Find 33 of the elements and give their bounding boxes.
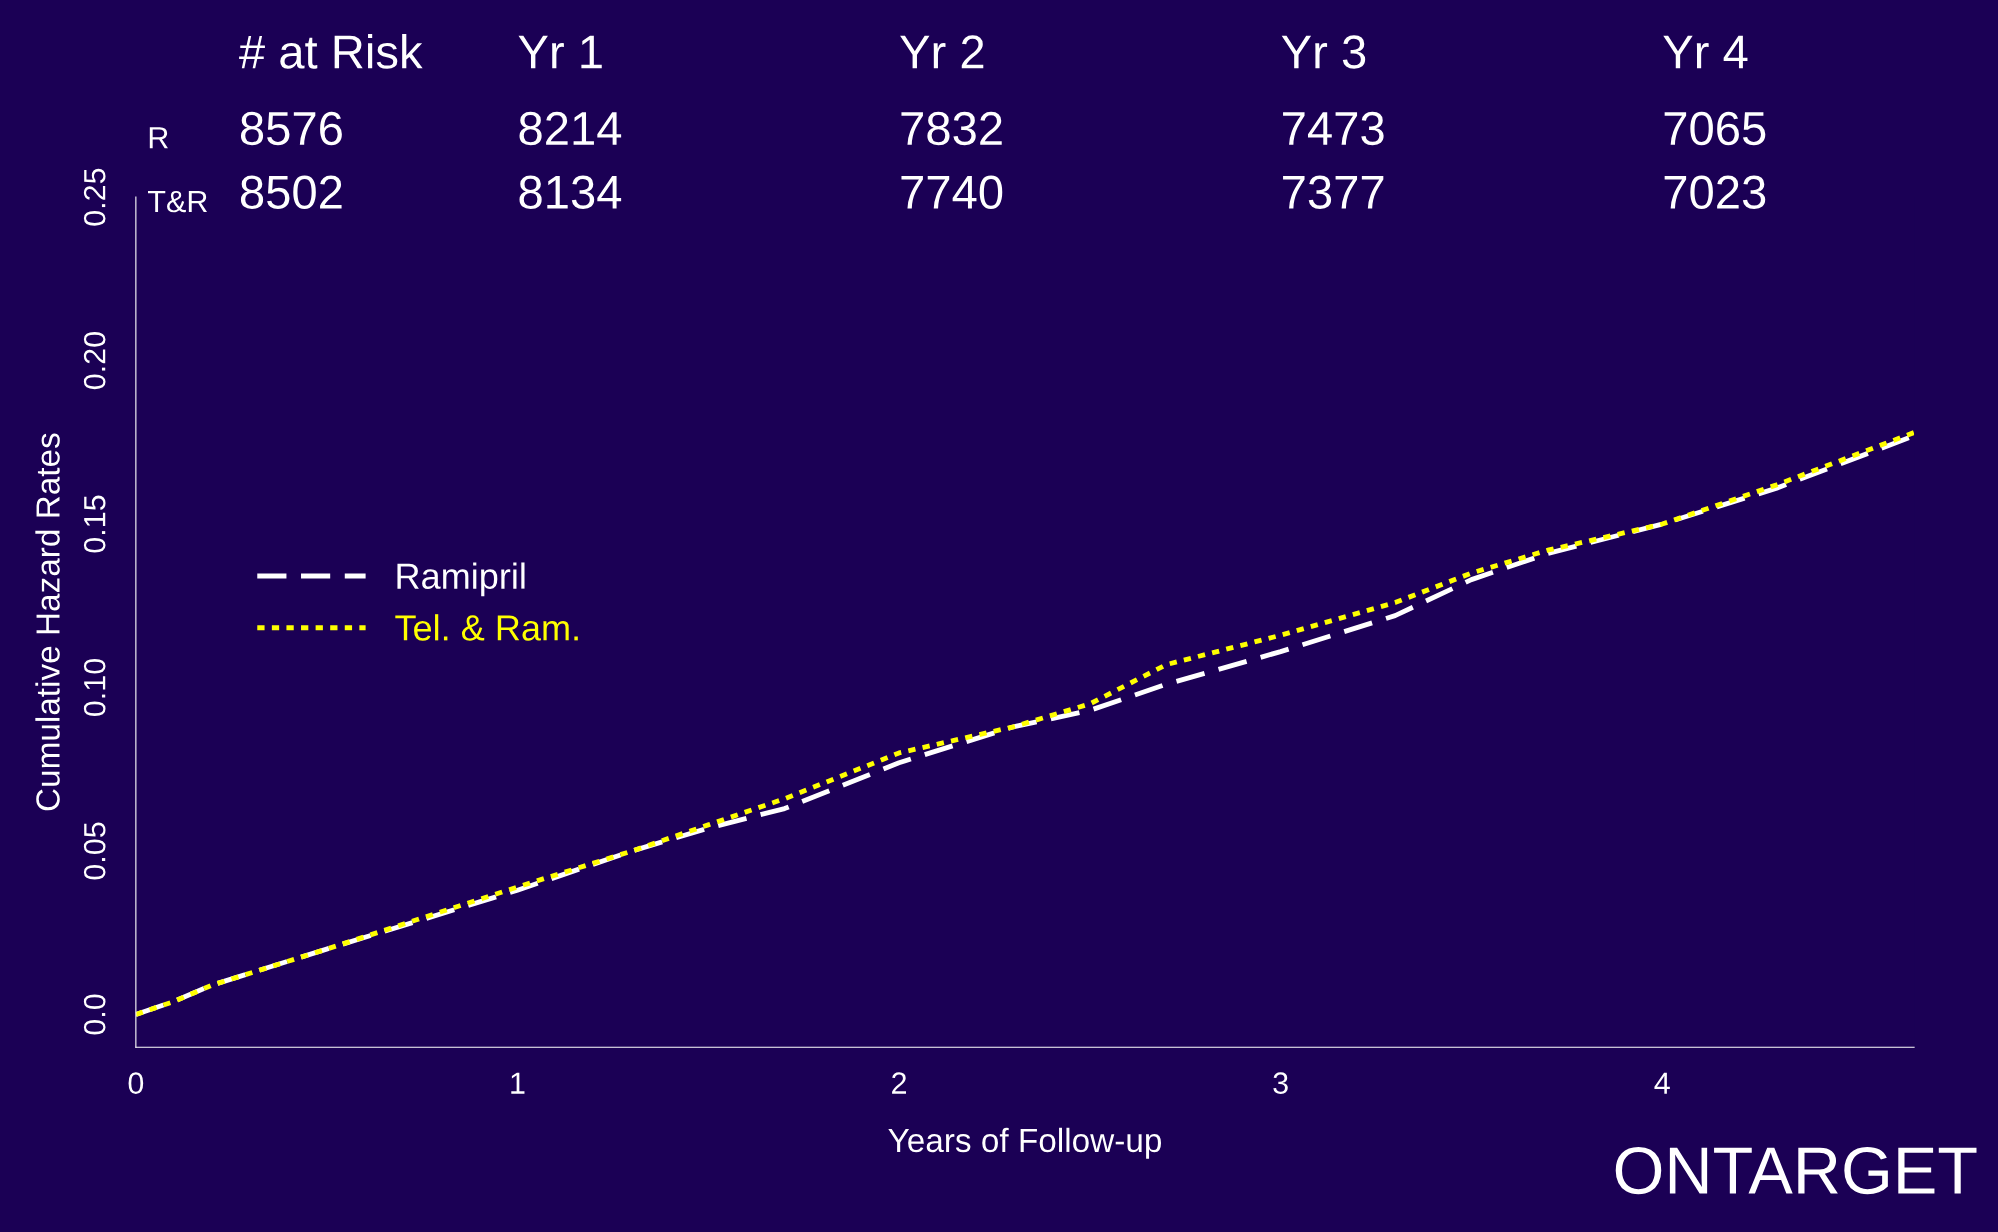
y-tick-label: 0.15 (83, 495, 106, 553)
legend-label: Tel. & Ram. (395, 614, 578, 641)
y-tick-label: 0.05 (83, 822, 106, 880)
annotation: 7023 (1664, 175, 1766, 210)
annotation: T&R (148, 190, 208, 213)
text: # at Risk (239, 34, 423, 69)
x-axis-title: Years of Follow-up (888, 1127, 1162, 1159)
y-axis-title: Cumulative Hazard Rates (35, 433, 60, 811)
text: 7832 (901, 111, 1002, 146)
y-tick-label: 0.10 (83, 659, 106, 717)
x-tick-label: 3 (1273, 1072, 1288, 1094)
text: R (149, 127, 168, 149)
annotation: 8134 (519, 175, 622, 210)
text: 8576 (240, 111, 342, 146)
text: 7473 (1283, 111, 1384, 146)
x-tick-label: 0 (128, 1072, 144, 1094)
legend-label: Ramipril (397, 562, 525, 597)
y-tick-label: 0.20 (83, 332, 106, 390)
y-tick-label: 0.0 (83, 994, 106, 1035)
y-tick-label: 0.25 (83, 168, 106, 226)
text: ONTARGET (1615, 1146, 1977, 1195)
annotation: 8502 (240, 175, 342, 210)
text: Yr 1 (518, 35, 602, 69)
x-tick-label: 4 (1654, 1072, 1670, 1094)
text: Yr 3 (1281, 35, 1366, 69)
x-tick-label: 2 (892, 1072, 907, 1094)
text: Yr 2 (900, 35, 984, 69)
text: Yr 4 (1663, 35, 1748, 69)
text: 7065 (1664, 111, 1766, 146)
annotation: 7377 (1283, 175, 1384, 210)
x-tick-label: 1 (511, 1072, 525, 1094)
text: 8214 (519, 111, 622, 146)
annotation: 7740 (901, 175, 1003, 210)
